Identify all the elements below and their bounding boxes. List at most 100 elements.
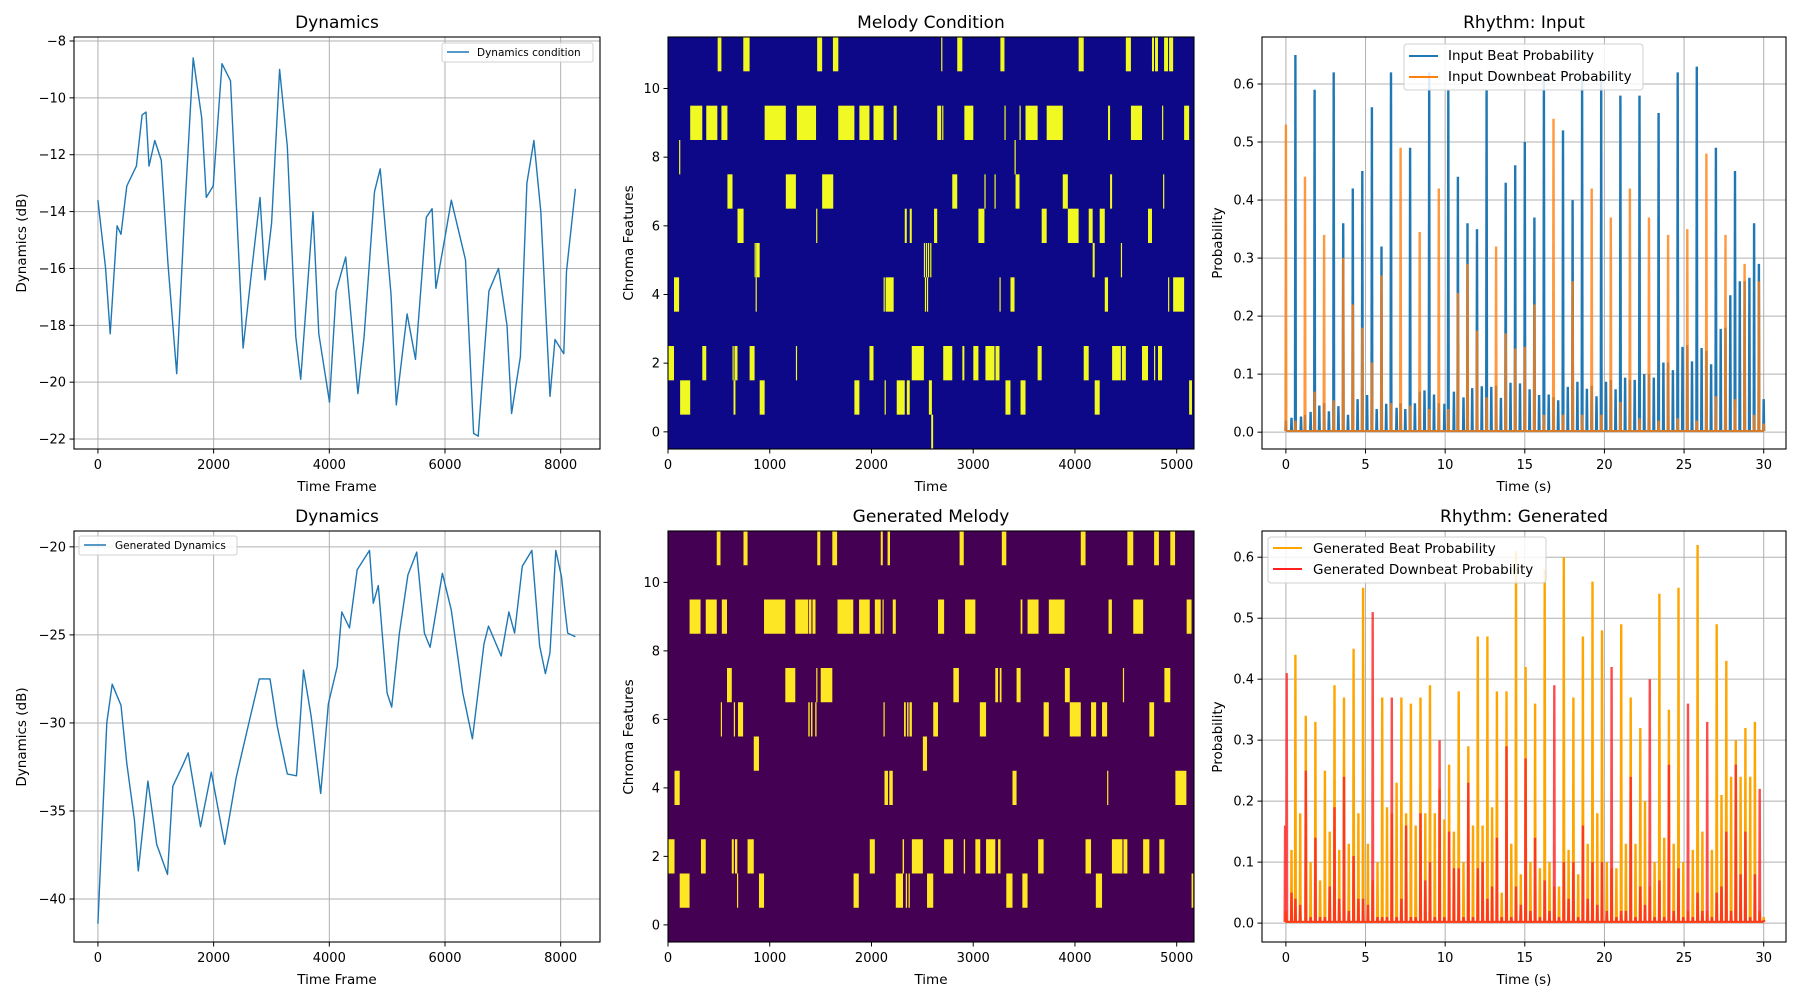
spike-mark [1318, 880, 1322, 922]
spike-mark [1547, 910, 1552, 922]
heatmap-cell-chroma-6 [737, 208, 744, 243]
spike-mark [1757, 281, 1761, 431]
heatmap-cell-chroma-11 [959, 531, 964, 566]
heatmap-cell-chroma-7 [816, 668, 818, 703]
spike-mark [1681, 862, 1685, 922]
heatmap-cell-chroma-11 [1000, 37, 1005, 72]
series-group [1283, 545, 1766, 923]
spike-mark [1342, 776, 1346, 922]
spike-mark [1409, 917, 1413, 922]
spike-mark [1313, 391, 1317, 431]
heatmap-cell-chroma-1 [928, 380, 932, 415]
heatmap-cell-chroma-2 [1159, 839, 1165, 874]
spike-mark [1495, 837, 1499, 922]
spike-mark [1551, 118, 1556, 432]
y-tick-label: −20 [39, 376, 66, 391]
panel-generated-dynamics: 0 2000 4000 6000 8000 −20 −25 −30 −35 −40 Dynamic… [14, 507, 601, 988]
y-tick-label: 2 [652, 357, 660, 372]
spike-mark [1542, 414, 1546, 431]
spike-mark [1327, 411, 1331, 431]
x-tick-label: 30 [1755, 951, 1772, 966]
spike-mark [1547, 394, 1551, 431]
x-axis-label: Time [913, 479, 947, 495]
heatmap-cell-chroma-9 [1004, 105, 1006, 140]
spike-mark [1285, 673, 1289, 922]
chart-title: Rhythm: Input [1463, 13, 1585, 33]
heatmap-cell-chroma-6 [720, 702, 722, 737]
spike-mark [1337, 898, 1341, 922]
y-tick-label: −14 [39, 205, 66, 220]
spike-mark [1347, 910, 1351, 922]
x-tick-label: 1000 [753, 458, 786, 473]
heatmap-cell-chroma-7 [822, 174, 834, 209]
spike-mark [1465, 263, 1470, 431]
legend-label: Generated Downbeat Probability [1313, 562, 1533, 578]
x-tick-label: 5000 [1160, 951, 1193, 966]
x-tick-label: 4000 [313, 951, 346, 966]
spike-mark [1446, 409, 1450, 431]
spike-mark [1537, 395, 1541, 431]
heatmap-cell-chroma-6 [909, 702, 912, 737]
spike-mark [1657, 113, 1661, 431]
spike-mark [1752, 223, 1756, 431]
y-tick-label: 0.0 [1233, 917, 1254, 932]
spike-mark [1691, 849, 1695, 922]
spike-mark [1418, 232, 1422, 431]
spike-mark [1370, 362, 1374, 431]
plot-area [1261, 530, 1787, 943]
spike-mark [1461, 862, 1466, 922]
spike-mark [1447, 831, 1451, 922]
x-tick-label: 5 [1361, 458, 1369, 473]
heatmap-cell-chroma-2 [995, 346, 1000, 381]
spike-mark [1557, 917, 1561, 922]
y-tick-label: −10 [39, 91, 66, 106]
heatmap-cell-chroma-11 [717, 37, 722, 72]
heatmap-cell-chroma-11 [1169, 37, 1174, 72]
spike-mark [1753, 874, 1757, 922]
y-tick-label: 8 [652, 644, 660, 659]
heatmap-cell-chroma-9 [764, 105, 786, 140]
y-tick-label: 0 [652, 425, 660, 440]
spike-mark [1366, 904, 1370, 922]
heatmap-cell-chroma-4 [924, 277, 927, 312]
spike-mark [1685, 229, 1689, 431]
spike-mark [1385, 917, 1389, 922]
spike-mark [1461, 397, 1466, 431]
x-tick-label: 20 [1596, 458, 1613, 473]
spike-mark [1298, 904, 1302, 922]
spike-mark [1528, 862, 1532, 922]
spike-mark [1633, 379, 1637, 431]
heatmap-cell-chroma-4 [1107, 770, 1109, 805]
heatmap-cell-chroma-2 [1143, 839, 1150, 874]
spike-mark [1442, 917, 1446, 922]
spike-mark [1748, 917, 1752, 922]
heatmap-cell-chroma-6 [816, 208, 818, 243]
heatmap-cell-chroma-2 [1121, 346, 1126, 381]
spike-mark [1576, 874, 1580, 922]
spike-mark [1437, 188, 1441, 431]
spike-mark [1309, 862, 1313, 922]
spike-mark [1427, 72, 1431, 432]
spike-mark [1581, 825, 1585, 922]
heatmap-cell-chroma-1 [854, 380, 860, 415]
spike-mark [1371, 612, 1375, 922]
spike-mark [1629, 776, 1633, 922]
x-tick-label: 0 [1282, 951, 1290, 966]
heatmap-cell-chroma-4 [1010, 277, 1015, 312]
plot-area [667, 36, 1195, 450]
heatmap-cell-chroma-9 [1162, 105, 1164, 140]
heatmap-cell-chroma-1 [1095, 873, 1103, 908]
spike-mark [1395, 917, 1399, 922]
plot-area [73, 36, 601, 450]
heatmap-cell-chroma-6 [1069, 702, 1081, 737]
spike-mark [1561, 130, 1565, 431]
spike-mark [1739, 874, 1743, 922]
spike-mark [1466, 782, 1470, 922]
spike-mark [1504, 746, 1509, 922]
spike-mark [1408, 147, 1412, 432]
x-tick-label: 2000 [855, 458, 888, 473]
legend-label: Generated Beat Probability [1313, 541, 1496, 557]
spike-mark [1614, 868, 1618, 922]
y-tick-label: 0.2 [1233, 795, 1254, 810]
heatmap-cell-chroma-9 [937, 105, 942, 140]
